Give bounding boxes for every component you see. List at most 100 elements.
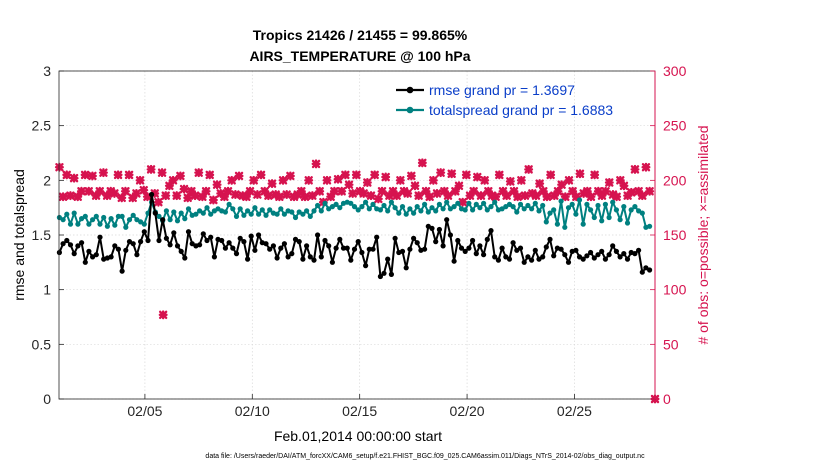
obs-count-marker [575, 169, 585, 179]
totalspread-point [112, 222, 118, 228]
totalspread-point [433, 208, 439, 214]
totalspread-point [639, 210, 645, 216]
rmse-point [178, 248, 184, 254]
obs-count-marker [223, 186, 233, 196]
obs-count-marker [392, 191, 402, 201]
right-y-tick-label: 0 [663, 391, 671, 407]
rmse-point [359, 249, 365, 256]
left-y-tick-label: 2 [43, 172, 51, 188]
obs-count-marker [645, 186, 655, 196]
totalspread-point [141, 221, 147, 227]
totalspread-point [584, 201, 590, 207]
totalspread-point [86, 221, 92, 227]
rmse-point [488, 228, 494, 234]
obs-count-marker [586, 192, 596, 202]
totalspread-point [418, 208, 424, 214]
right-y-tick-label: 200 [663, 172, 687, 188]
rmse-point [333, 245, 339, 251]
obs-count-marker [311, 159, 321, 169]
rmse-point [392, 235, 398, 241]
rmse-point [407, 246, 413, 252]
obs-count-marker [395, 175, 405, 185]
totalspread-point [569, 201, 575, 207]
totalspread-point [263, 212, 269, 218]
rmse-point [241, 239, 247, 245]
obs-count-marker [344, 180, 354, 190]
obs-count-marker [113, 170, 123, 180]
totalspread-point [82, 213, 88, 219]
rmse-point [71, 251, 77, 257]
rmse-point [477, 243, 483, 249]
totalspread-point [399, 204, 406, 210]
obs-count-marker [641, 162, 651, 172]
obs-count-marker [212, 180, 222, 190]
rmse-point [119, 268, 125, 274]
rmse-point [156, 237, 162, 244]
obs-count-marker [619, 181, 629, 191]
totalspread-point [647, 223, 653, 229]
totalspread-point [292, 214, 299, 221]
obs-count-marker [472, 172, 482, 182]
totalspread-point [521, 206, 527, 212]
totalspread-point [624, 220, 631, 226]
obs-count-marker [282, 190, 292, 200]
rmse-point [351, 246, 358, 252]
rmse-point [599, 248, 605, 254]
obs-count-marker [87, 171, 97, 181]
rmse-point [636, 247, 642, 253]
totalspread-point [233, 213, 240, 219]
rmse-point [540, 254, 546, 260]
rmse-point [233, 251, 240, 257]
rmse-point [112, 243, 118, 249]
obs-count-marker [208, 195, 218, 205]
totalspread-point [245, 208, 251, 214]
obs-count-marker [194, 168, 204, 178]
totalspread-point [510, 204, 516, 210]
rmse-point [315, 232, 321, 238]
totalspread-point [337, 205, 343, 211]
totalspread-point [163, 208, 169, 214]
totalspread-point [492, 199, 498, 205]
obs-count-marker [139, 185, 149, 195]
rmse-point [447, 232, 453, 238]
totalspread-point [517, 201, 524, 207]
rmse-point [226, 240, 232, 246]
rmse-point [411, 235, 417, 241]
obs-count-marker [546, 170, 556, 180]
totalspread-point [281, 211, 287, 217]
right-y-axis-label: # of obs: o=possible; ×=assimilated [695, 125, 711, 344]
rmse-point [300, 256, 306, 262]
obs-count-marker [469, 186, 479, 196]
rmse-point [152, 210, 158, 216]
totalspread-point [580, 221, 586, 227]
totalspread-point [466, 200, 472, 206]
rmse-point [632, 251, 638, 257]
chart-title: Tropics 21426 / 21455 = 99.865% [253, 27, 468, 43]
totalspread-point [455, 200, 461, 206]
obs-count-outlier-marker [158, 310, 168, 320]
totalspread-point [591, 214, 597, 221]
totalspread-point [392, 205, 398, 211]
totalspread-point [208, 211, 214, 217]
obs-count-marker [285, 171, 295, 181]
rmse-point [388, 271, 394, 277]
totalspread-point [551, 207, 557, 213]
totalspread-point [185, 206, 192, 212]
rmse-point [606, 252, 612, 258]
totalspread-point [396, 210, 402, 216]
totalspread-point [119, 213, 125, 219]
rmse-point [510, 240, 516, 246]
totalspread-point [226, 201, 232, 207]
totalspread-point [599, 218, 605, 224]
rmse-point [455, 237, 461, 244]
rmse-point [60, 241, 66, 247]
obs-count-marker [370, 170, 380, 180]
rmse-point [329, 259, 335, 265]
obs-count-marker [205, 170, 215, 180]
rmse-point [149, 191, 155, 198]
totalspread-point [318, 208, 324, 214]
rmse-point [444, 217, 450, 223]
rmse-point [543, 244, 549, 250]
totalspread-point [156, 213, 162, 219]
obs-count-marker [524, 164, 534, 174]
